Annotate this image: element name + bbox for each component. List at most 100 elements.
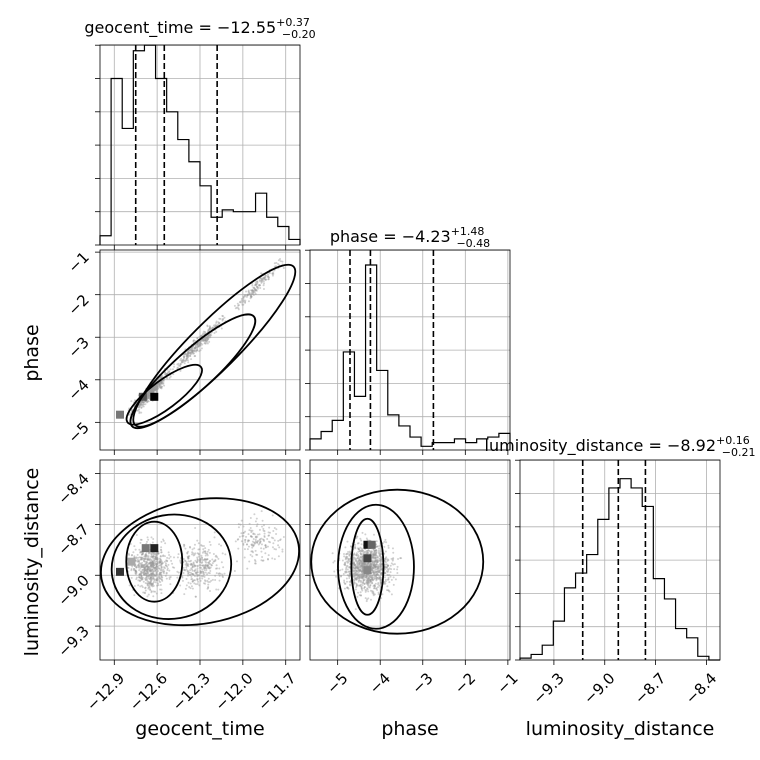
- sample-point: [221, 318, 224, 321]
- sample-point: [150, 389, 153, 392]
- sample-point: [240, 299, 243, 302]
- sample-point: [258, 533, 261, 536]
- sample-point: [378, 575, 381, 578]
- sample-point: [143, 403, 146, 406]
- sample-point: [371, 590, 374, 593]
- sample-point: [200, 570, 203, 573]
- sample-point: [186, 350, 189, 353]
- sample-point: [160, 592, 163, 595]
- sample-point: [348, 570, 351, 573]
- sample-point: [159, 376, 162, 379]
- sample-point: [253, 541, 256, 544]
- sample-point: [256, 535, 259, 538]
- sample-point: [194, 564, 197, 567]
- sample-point: [142, 401, 145, 404]
- sample-point: [214, 323, 217, 326]
- sample-point: [147, 567, 150, 570]
- sample-point: [140, 404, 143, 407]
- sample-point: [143, 560, 146, 563]
- sample-point: [135, 557, 138, 560]
- sample-point: [206, 558, 209, 561]
- sample-point: [347, 551, 350, 554]
- sample-point: [150, 552, 153, 555]
- sample-point: [260, 543, 263, 546]
- sample-point: [355, 578, 358, 581]
- sample-point: [376, 566, 379, 569]
- sample-point: [183, 545, 186, 548]
- sample-point: [164, 562, 167, 565]
- sample-point: [366, 584, 369, 587]
- sample-point: [141, 552, 144, 555]
- sample-point: [250, 293, 253, 296]
- sample-point: [264, 274, 267, 277]
- sample-point: [207, 585, 210, 588]
- sample-point: [199, 557, 202, 560]
- sample-point: [223, 316, 226, 319]
- sample-point: [156, 388, 159, 391]
- sample-point: [147, 397, 150, 400]
- sample-point: [346, 555, 349, 558]
- sample-point: [354, 566, 357, 569]
- sample-point: [206, 564, 209, 567]
- sample-point: [252, 533, 255, 536]
- sample-point: [273, 269, 276, 272]
- sample-point: [360, 577, 363, 580]
- sample-point: [375, 587, 378, 590]
- sample-point: [366, 582, 369, 585]
- x-tick-label: −9.0: [580, 669, 618, 707]
- sample-point: [213, 332, 216, 335]
- sample-point: [247, 293, 250, 296]
- sample-point: [264, 274, 267, 277]
- sample-point: [260, 550, 263, 553]
- sample-point: [191, 573, 194, 576]
- sample-point: [367, 581, 370, 584]
- sample-point: [361, 570, 364, 573]
- sample-point: [159, 386, 162, 389]
- sample-point: [249, 527, 252, 530]
- sample-point: [151, 390, 154, 393]
- sample-point: [358, 584, 361, 587]
- sample-point: [371, 578, 374, 581]
- sample-point: [198, 577, 201, 580]
- sample-point: [214, 325, 217, 328]
- sample-point: [159, 563, 162, 566]
- sample-point: [138, 403, 141, 406]
- sample-point: [269, 271, 272, 274]
- sample-point: [357, 542, 360, 545]
- sample-point: [375, 579, 378, 582]
- sample-point: [379, 576, 382, 579]
- sample-point: [267, 273, 270, 276]
- sample-point: [140, 402, 143, 405]
- sample-point: [155, 573, 158, 576]
- sample-point: [145, 555, 148, 558]
- sample-point: [144, 403, 147, 406]
- sample-point: [379, 576, 382, 579]
- sample-point: [147, 586, 150, 589]
- sample-point: [380, 559, 383, 562]
- sample-point: [146, 595, 149, 598]
- sample-point: [173, 365, 176, 368]
- sample-point: [260, 559, 263, 562]
- sample-point: [251, 535, 254, 538]
- sample-point: [251, 540, 254, 543]
- sample-point: [195, 583, 198, 586]
- sample-point: [138, 580, 141, 583]
- sample-point: [247, 539, 250, 542]
- sample-point: [143, 400, 146, 403]
- sample-point: [160, 381, 163, 384]
- sample-point: [255, 535, 258, 538]
- sample-point: [254, 288, 257, 291]
- sample-point: [212, 552, 215, 555]
- sample-point: [143, 555, 146, 558]
- sample-point: [159, 571, 162, 574]
- sample-point: [146, 568, 149, 571]
- sample-point: [215, 567, 218, 570]
- sample-point: [222, 317, 225, 320]
- sample-point: [373, 533, 376, 536]
- sample-point: [184, 547, 187, 550]
- sample-point: [196, 569, 199, 572]
- sample-point: [148, 390, 151, 393]
- sample-point: [194, 595, 197, 598]
- sample-point: [260, 547, 263, 550]
